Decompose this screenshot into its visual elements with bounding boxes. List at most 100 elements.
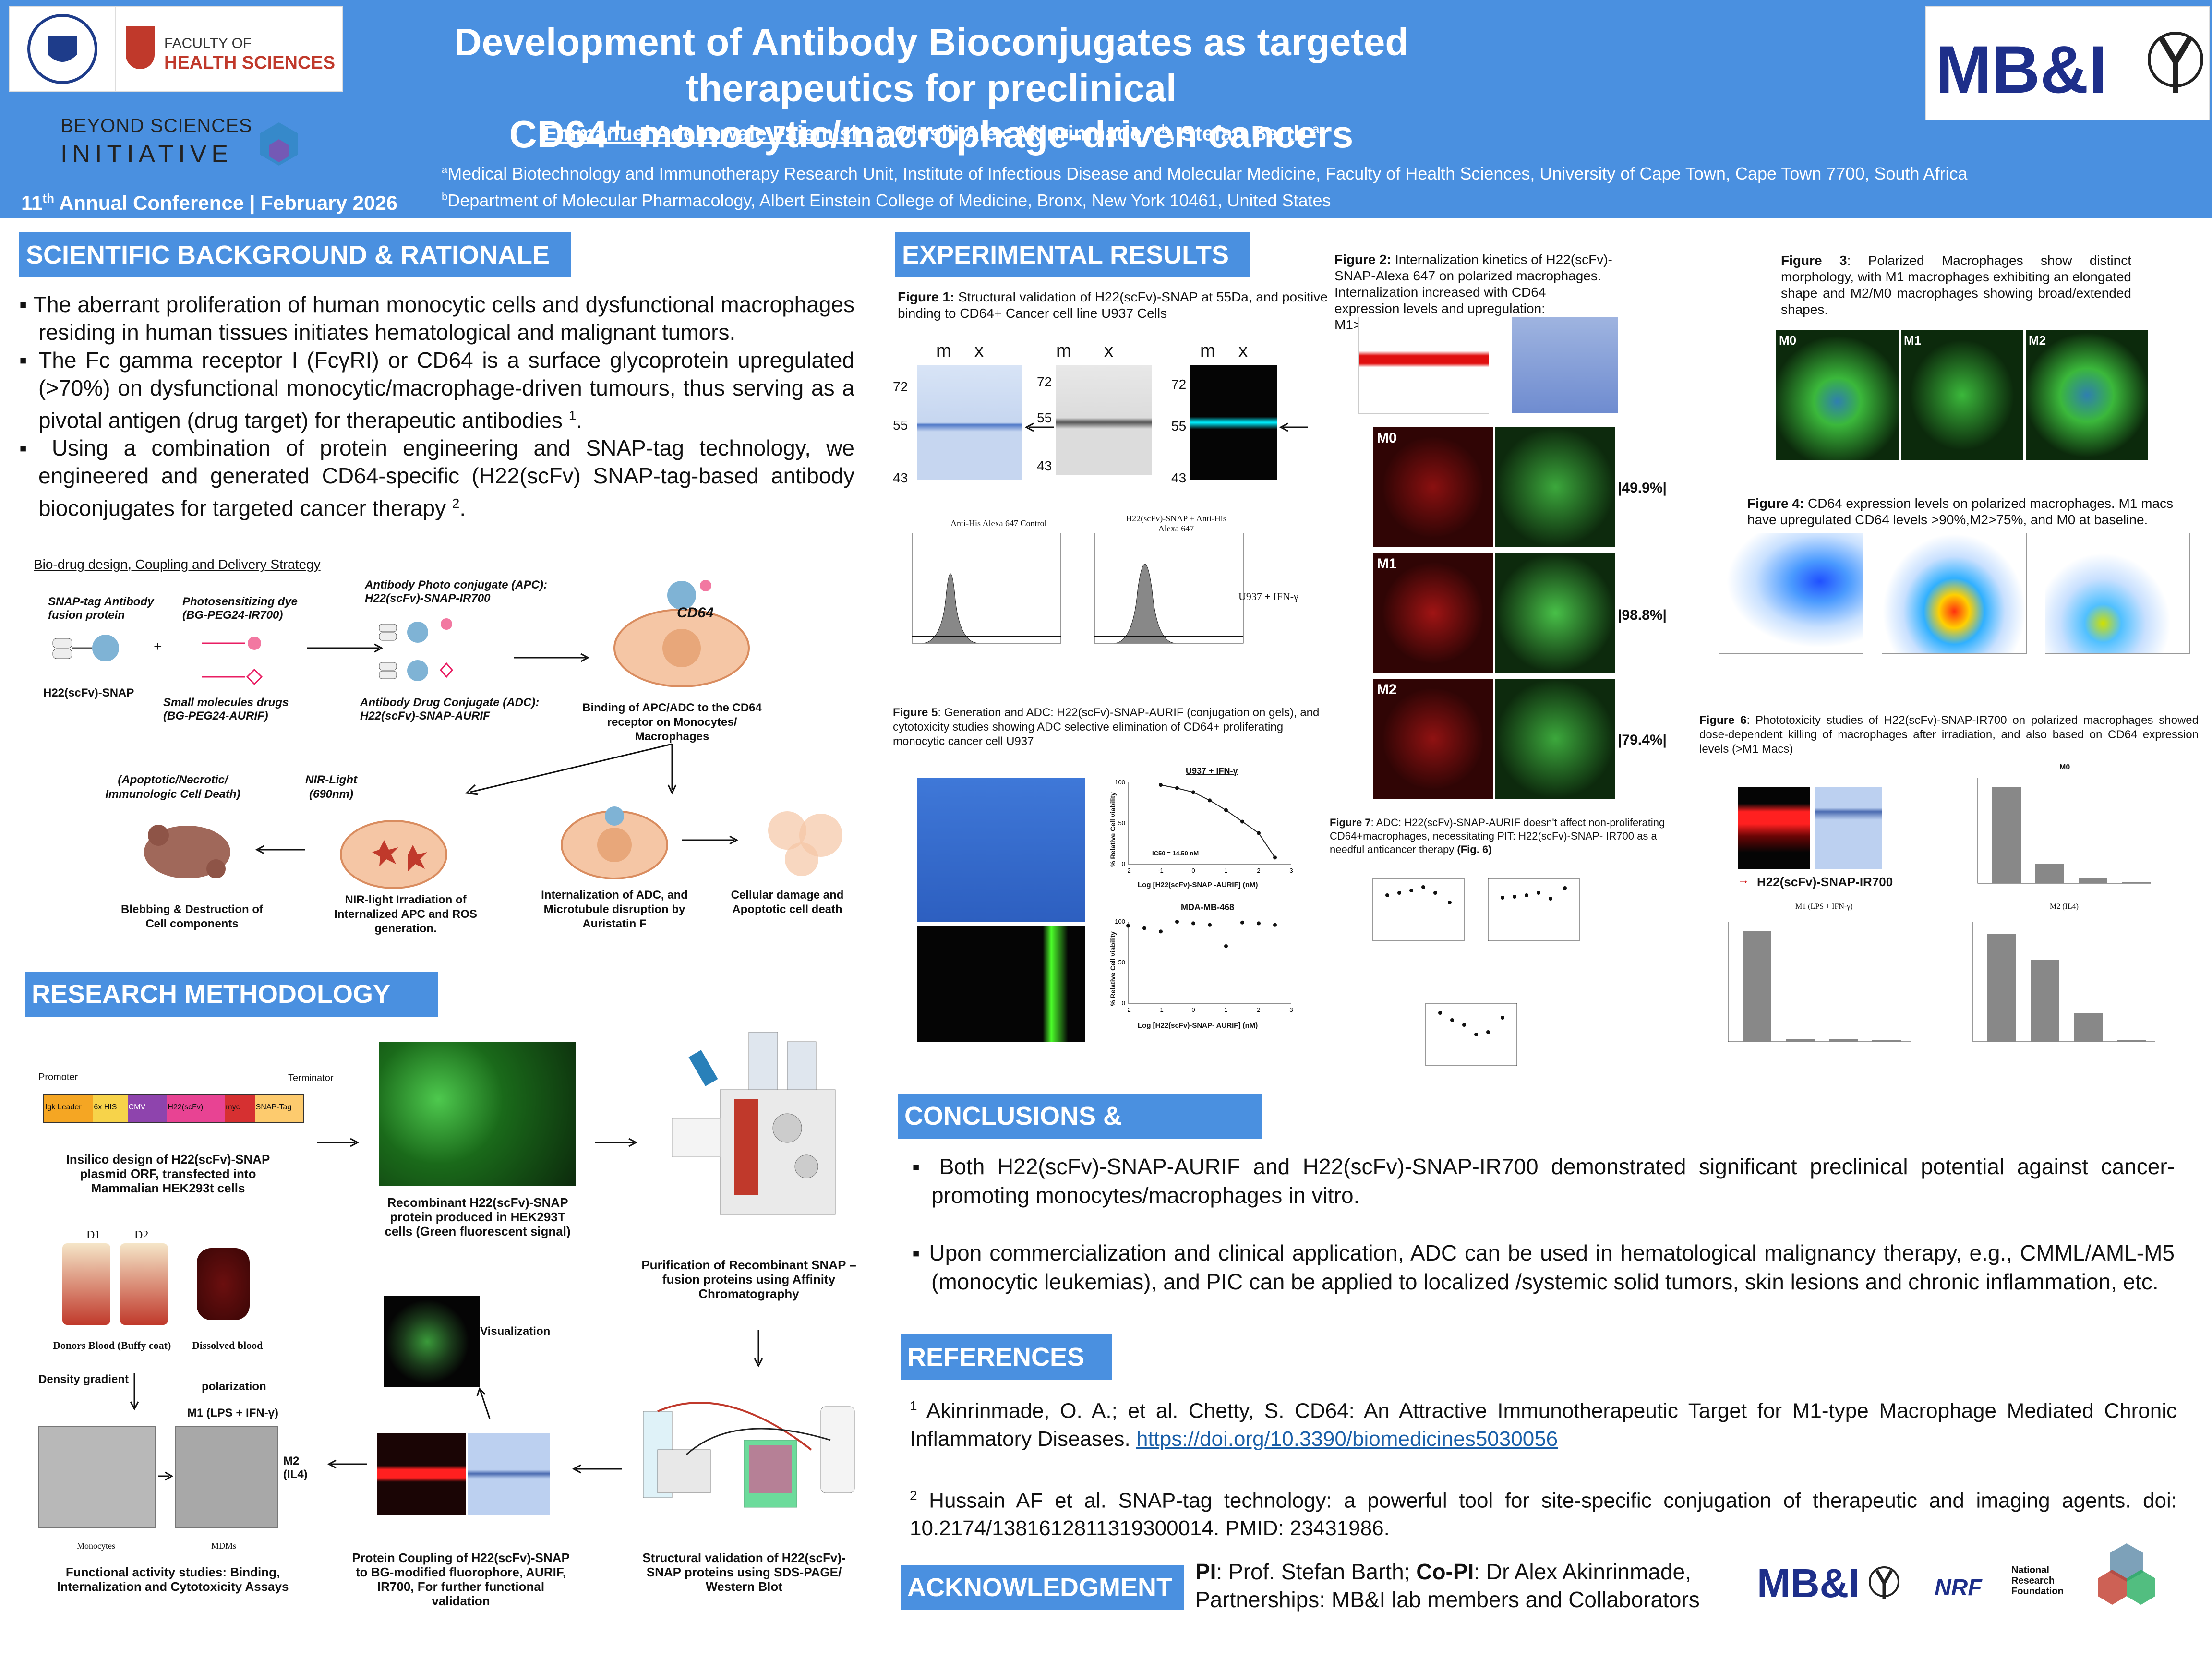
nrf-text: NRF [1935,1575,1982,1600]
author3-sup: a [1312,121,1320,136]
fig2-m1-green [1495,553,1615,673]
ack-copi: : Dr Alex Akinrinmade, [1474,1559,1691,1584]
hist2-title: H22(scFv)-SNAP + Anti-His Alexa 647 [1126,514,1226,533]
fig6-m2-title: M2 (IL4) [2050,902,2079,911]
fig5-chart2-point [1224,944,1228,948]
gel2-marker-72: 72 [1037,374,1052,389]
segment-igk: Igk Leader [44,1095,93,1122]
conclusion-bullet-2: ▪ Upon commercialization and clinical ap… [912,1240,2175,1294]
fig1-gels: m x 72 55 43 m x 72 55 43 55 m x 72 43 [893,341,1315,485]
apoptotic-cell-icon [758,802,854,878]
monocytes-label: Monocytes [77,1541,115,1551]
internal-label: Internalization of ADC, and Microtubule … [541,889,688,930]
faculty-line1: FACULTY OF [164,36,252,51]
gel3-image [1190,365,1277,480]
fig5-chart1-xtick: 1 [1224,867,1227,874]
aff-a-sup: a [442,164,448,176]
ref1-sup: 1 [910,1398,917,1413]
bg-bullet2-sup: 1 [568,408,577,423]
fig7-text: : ADC: H22(scFv)-SNAP-AURIF doesn't affe… [1330,817,1665,855]
snap-label: SNAP-tag Antibody fusion protein [48,595,154,622]
density-label: Density gradient [38,1373,129,1386]
h22-label: H22(scFv)-SNAP [43,686,134,699]
author2-sup: a, b [1147,121,1169,136]
fig6-bar-m2: M2 (IL4) [1954,902,2160,1066]
conf-sup: th [42,191,54,205]
acknowledgment-heading: ACKNOWLEDGMENT [901,1565,1184,1610]
arrow-right-2-icon [514,653,590,662]
title-line2: CD64⁺ monocytic/macrophage-driven cancer… [509,113,1354,156]
damage-label: Cellular damage and Apoptotic cell death [731,889,844,916]
fig5-chart2-xtick: 3 [1289,1006,1293,1013]
fig1-label: Figure 1: [898,289,955,304]
fig5-chart1-ytick: 50 [1118,819,1125,827]
photo-sub: (BG-PEG24-IR700) [182,609,283,622]
binding-label: Binding of APC/ADC to the CD64 receptor … [582,701,762,743]
fig5-chart2: MDA-MB-468 % Relative Cell viability -2-… [1109,902,1301,1042]
fig5-chart2-xtick: 2 [1257,1006,1260,1013]
fig5-chart1-point [1273,855,1277,860]
irradiated-cell-icon [336,806,451,893]
segment-h22: H22(scFv) [167,1095,225,1122]
fig5-chart1-xtick: 0 [1191,867,1195,874]
bsi-hex-icon [252,120,305,173]
fig5-chart2-axes [1128,922,1291,1004]
photo-label: Photosensitizing dye (BG-PEG24-IR700) [182,595,298,622]
fig3-caption: Figure 3: Polarized Macrophages show dis… [1781,252,2131,318]
fig5-chart2-xlabel: Log [H22(scFv)-SNAP- AURIF] (nM) [1138,1022,1258,1030]
conclusions-heading: CONCLUSIONS & OUTLOOK [898,1094,1262,1164]
cd64-label: CD64 [677,605,714,621]
fig2-m1-red [1373,553,1493,673]
ref2-sup: 2 [910,1488,917,1503]
fig3-m2-label: M2 [2029,333,2046,348]
fig5-text: : Generation and ADC: H22(scFv)-SNAP-AUR… [893,706,1320,748]
fig5-chart1-svg: -2 -1 0 1 2 3 0 50 100 [1115,779,1293,874]
reference-2: 2 Hussain AF et al. SNAP-tag technology:… [910,1482,2177,1543]
arrow-right-3-icon [682,835,739,845]
apc-sub: H22(scFv)-SNAP-IR700 [365,592,491,605]
apc-label: Antibody Photo conjugate (APC): H22(scFv)… [365,578,547,605]
uct-logo [9,6,116,92]
faculty-logo: FACULTY OF HEALTH SCIENCES [115,6,343,92]
fig5-chart2-xtick: 1 [1224,1006,1227,1013]
fig3-m2-image [2026,330,2148,460]
gel1-image [917,365,1022,480]
gel3-marker-43: 43 [1171,470,1187,485]
blood-bag-2 [120,1243,168,1325]
fig3-m1-label: M1 [1904,333,1922,348]
hek293-green-image [379,1042,576,1186]
faculty-shield-icon [126,26,155,69]
fig4-plot-m2 [1882,533,2027,654]
structural-label: Structural validation of H22(scFv)-SNAP … [642,1551,846,1594]
m1-label: M1 (LPS + IFN-γ) [187,1407,279,1419]
author2: , Olusiji Alex Akinrinmade [882,121,1142,145]
fig3-text: : Polarized Macrophages show distinct mo… [1781,253,2131,317]
background-heading: SCIENTIFIC BACKGROUND & RATIONALE [19,232,571,277]
antibody-icon [2147,16,2204,112]
fig5-chart1-ytick: 100 [1115,779,1125,786]
fig5-chart1-xtick: -2 [1125,867,1131,874]
fig4-label: Figure 4: [1747,496,1804,511]
bsi-line2: INITIATIVE [60,140,233,168]
internalized-cell-icon [557,797,672,883]
macrophage-icon [605,576,758,691]
ref2-text: Hussain AF et al. SNAP-tag technology: a… [910,1489,2177,1540]
insilico-label: Insilico design of H22(scFv)-SNAP plasmi… [66,1152,270,1195]
fig1-text: Structural validation of H22(scFv)-SNAP … [898,289,1328,321]
fig3-m1-image [1901,330,2023,460]
small-mol-sub: (BG-PEG24-AURIF) [163,709,268,722]
bg-bullet3-text: Using a combination of protein engineeri… [38,435,854,521]
fig6-text: : Phototoxicity studies of H22(scFv)-SNA… [1699,714,2199,756]
fig2-m1-pct: |98.8%| [1618,607,1667,623]
arrow-right-icon [307,643,384,653]
ref1-link[interactable]: https://doi.org/10.3390/biomedicines5030… [1136,1427,1558,1451]
bg-bullet2-text: The Fc gamma receptor I (FcγRI) or CD64 … [38,348,854,433]
header-banner [0,0,2212,218]
fig5-chart2-point [1273,923,1277,927]
ref1-text: Akinrinmade, O. A.; et al. Chetty, S. CD… [910,1399,2177,1451]
d1-label: D1 [86,1229,101,1241]
ack-antibody-icon [1867,1560,1901,1608]
fig4-caption: Figure 4: CD64 expression levels on pola… [1747,495,2199,528]
fig6-gel-blue [1815,787,1882,869]
gel2-image [1056,365,1152,475]
